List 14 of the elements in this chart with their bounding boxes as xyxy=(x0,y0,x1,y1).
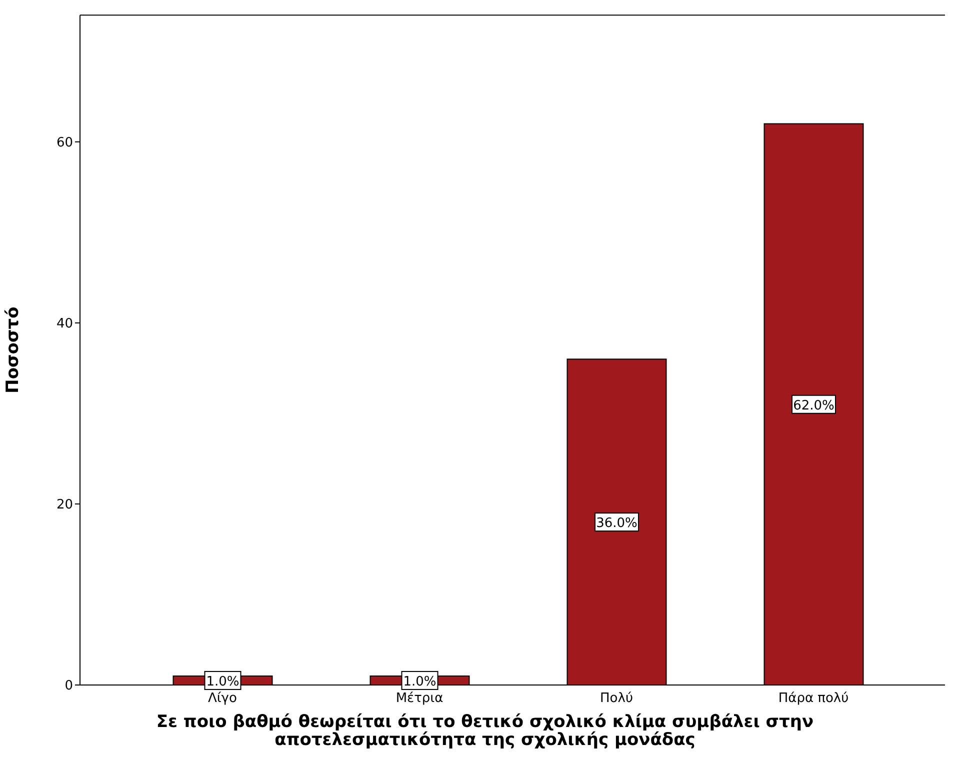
y-tick-label: 60 xyxy=(56,135,73,150)
x-tick-label: Πάρα πολύ xyxy=(778,691,849,706)
data-label: 1.0% xyxy=(206,674,240,690)
y-tick-label: 20 xyxy=(56,498,73,513)
x-axis-title: Σε ποιο βαθμό θεωρείται ότι το θετικό σχολικό κλίμα συμβάλει στην αποτελεσματικότητα της σχολικής μονάδας xyxy=(155,712,815,750)
data-label: 1.0% xyxy=(403,674,436,690)
x-tick-label: Μέτρια xyxy=(396,691,444,706)
data-label: 62.0% xyxy=(793,398,834,414)
y-tick-label: 0 xyxy=(64,678,73,694)
x-tick-label: Πολύ xyxy=(600,691,633,706)
y-axis-title: Ποσοστό xyxy=(3,306,24,394)
y-tick-label: 40 xyxy=(56,316,73,332)
data-label: 36.0% xyxy=(596,516,638,532)
x-tick-label: Λίγο xyxy=(208,691,238,706)
